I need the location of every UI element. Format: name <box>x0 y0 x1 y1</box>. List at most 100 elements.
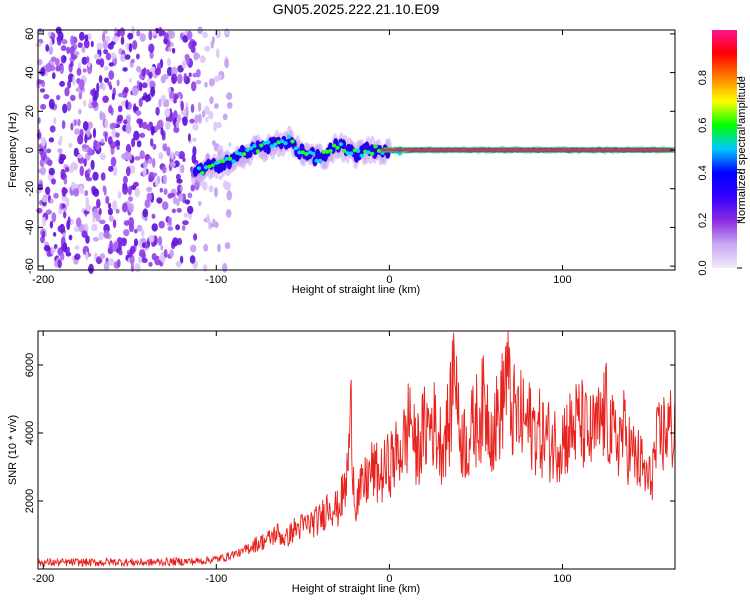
signal-highlight <box>214 160 219 165</box>
noise-blob <box>177 193 184 202</box>
noise-blob <box>61 39 68 45</box>
noise-blob <box>163 174 167 185</box>
noise-blob <box>49 198 54 204</box>
noise-blob <box>150 125 155 136</box>
noise-blob <box>173 98 177 104</box>
noise-blob <box>129 248 133 254</box>
noise-blob <box>169 249 175 258</box>
noise-blob <box>84 190 89 197</box>
noise-blob <box>45 44 50 52</box>
noise-blob <box>92 208 99 219</box>
noise-blob <box>115 208 120 214</box>
noise-blob <box>122 67 128 72</box>
noise-blob <box>70 35 75 46</box>
noise-blob <box>65 251 72 257</box>
noise-blob <box>139 33 146 43</box>
noise-blob <box>215 121 222 129</box>
signal-highlight <box>203 165 209 170</box>
noise-blob <box>47 159 53 167</box>
signal-highlight <box>221 159 226 164</box>
noise-blob <box>169 161 176 167</box>
spectrogram-y-tick-label: -20 <box>24 181 36 197</box>
noise-blob <box>62 55 67 61</box>
noise-blob <box>131 137 136 148</box>
noise-blob <box>67 80 72 89</box>
noise-blob <box>105 52 112 61</box>
noise-blob <box>128 196 133 202</box>
noise-blob <box>167 217 172 225</box>
noise-blob <box>167 87 172 93</box>
noise-blob <box>93 53 101 60</box>
noise-blob <box>136 30 141 37</box>
noise-blob <box>138 81 143 92</box>
noise-blob <box>203 243 209 252</box>
noise-blob <box>37 79 43 85</box>
signal-highlight <box>363 149 368 154</box>
noise-blob <box>139 132 146 138</box>
noise-blob <box>138 256 143 264</box>
snr-y-tick-label: 4000 <box>24 421 36 445</box>
noise-blob <box>117 191 122 199</box>
noise-blob <box>191 153 197 164</box>
noise-blob <box>47 31 52 37</box>
noise-blob <box>118 250 123 256</box>
noise-blob <box>133 181 139 187</box>
noise-blob <box>102 95 109 103</box>
noise-blob <box>128 217 135 227</box>
noise-blob <box>204 81 208 88</box>
noise-blob <box>112 219 117 229</box>
noise-blob <box>225 209 232 218</box>
noise-blob <box>175 173 181 181</box>
noise-blob <box>149 50 154 59</box>
noise-blob <box>65 197 70 208</box>
noise-blob <box>131 86 139 96</box>
signal-highlight <box>266 140 271 145</box>
colorbar-tick-label: 0.8 <box>697 70 709 85</box>
noise-blob <box>49 39 53 49</box>
noise-blob <box>102 40 109 50</box>
noise-blob <box>91 100 98 108</box>
noise-blob <box>176 208 182 213</box>
noise-blob <box>41 196 48 203</box>
signal-highlight <box>269 144 274 149</box>
noise-blob <box>170 151 174 160</box>
noise-blob <box>191 40 197 47</box>
noise-blob <box>103 66 109 71</box>
noise-blob <box>111 128 117 139</box>
noise-blob <box>182 116 188 126</box>
noise-blob <box>172 237 179 247</box>
noise-blob <box>224 242 231 250</box>
noise-blob <box>158 220 165 229</box>
noise-blob <box>104 119 109 129</box>
noise-blob <box>197 113 202 124</box>
noise-blob <box>36 207 43 214</box>
signal-highlight <box>321 149 326 154</box>
spectrogram-y-label: Frequency (Hz) <box>7 112 19 188</box>
noise-blob <box>100 138 105 144</box>
signal-highlight <box>304 152 309 156</box>
signal-highlight <box>210 163 215 168</box>
noise-blob <box>214 187 218 198</box>
noise-blob <box>108 165 114 172</box>
noise-blob <box>85 204 92 212</box>
noise-blob <box>141 82 148 89</box>
noise-blob <box>75 217 82 228</box>
noise-blob <box>182 220 189 226</box>
noise-blob <box>202 264 208 272</box>
noise-blob <box>83 99 87 107</box>
noise-blob <box>43 245 51 252</box>
noise-blob <box>104 132 108 143</box>
chart-title: GN05.2025.222.21.10.E09 <box>273 1 440 17</box>
signal-highlight <box>349 151 354 156</box>
noise-blob <box>136 53 140 60</box>
noise-blob <box>43 94 50 100</box>
signal-highlight <box>359 153 364 158</box>
signal-highlight <box>286 134 292 139</box>
snr-x-axis: -200 -100 0 100 <box>32 331 572 585</box>
noise-blob <box>148 30 153 41</box>
noise-blob <box>74 245 80 250</box>
noise-blob <box>226 190 233 201</box>
noise-blob <box>158 152 164 160</box>
noise-blob <box>134 187 140 198</box>
spectrogram-x-tick-label: -200 <box>32 274 54 286</box>
